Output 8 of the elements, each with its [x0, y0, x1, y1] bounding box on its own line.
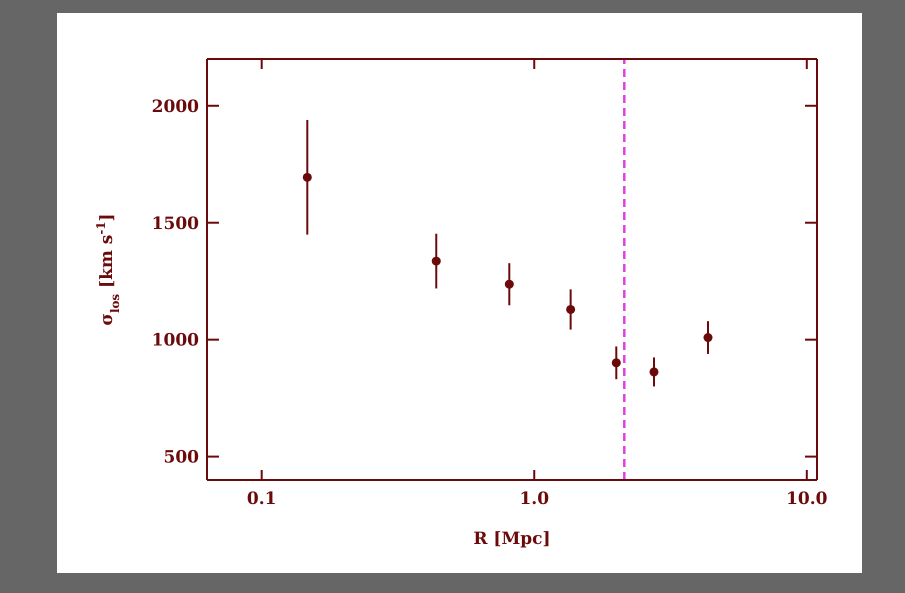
x-axis-title: R [Mpc]: [473, 529, 551, 550]
x-tick-label: 1.0: [519, 489, 550, 510]
y-tick-label: 1500: [152, 214, 200, 234]
y-tick-label: 500: [164, 448, 200, 468]
y-tick-label: 1000: [152, 330, 200, 351]
x-tick-label: 0.1: [246, 489, 276, 510]
x-tick-label: 10.0: [786, 489, 828, 510]
y-tick-label: 2000: [152, 96, 200, 117]
